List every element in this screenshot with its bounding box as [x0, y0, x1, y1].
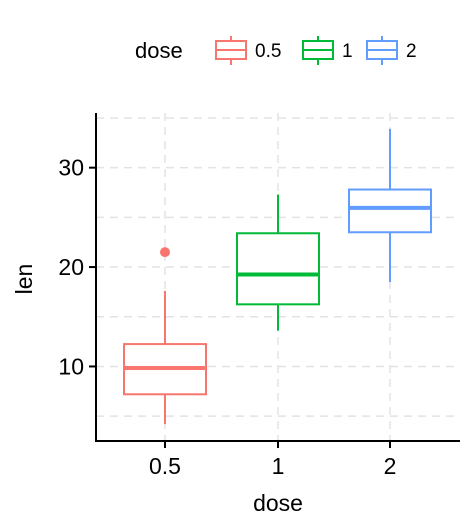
y-tick-label: 30 — [58, 155, 84, 181]
x-axis-title: dose — [253, 490, 303, 516]
box-iqr — [348, 188, 432, 234]
legend-item: 0.5 — [215, 36, 281, 65]
box-group — [123, 247, 207, 425]
box-plot-series — [123, 128, 432, 425]
y-tick-label: 20 — [58, 254, 84, 280]
legend-label: 2 — [406, 41, 417, 62]
axis-ticks: 10 20 30 0.5 1 2 — [58, 155, 396, 479]
legend-item: 1 — [302, 36, 353, 65]
x-tick-label: 2 — [384, 453, 397, 479]
legend-label: 0.5 — [255, 41, 281, 62]
legend-item: 2 — [366, 36, 417, 65]
box-iqr — [236, 232, 320, 306]
box-group — [348, 128, 432, 282]
legend-label: 1 — [342, 41, 353, 62]
x-tick-label: 1 — [272, 453, 285, 479]
outlier-point — [160, 247, 170, 258]
y-axis-title: len — [11, 264, 37, 295]
legend-title: dose — [135, 38, 183, 63]
legend: dose 0.5 1 2 — [135, 36, 417, 65]
y-tick-label: 10 — [58, 353, 84, 379]
x-tick-label: 0.5 — [149, 453, 181, 479]
box-group — [236, 194, 320, 331]
